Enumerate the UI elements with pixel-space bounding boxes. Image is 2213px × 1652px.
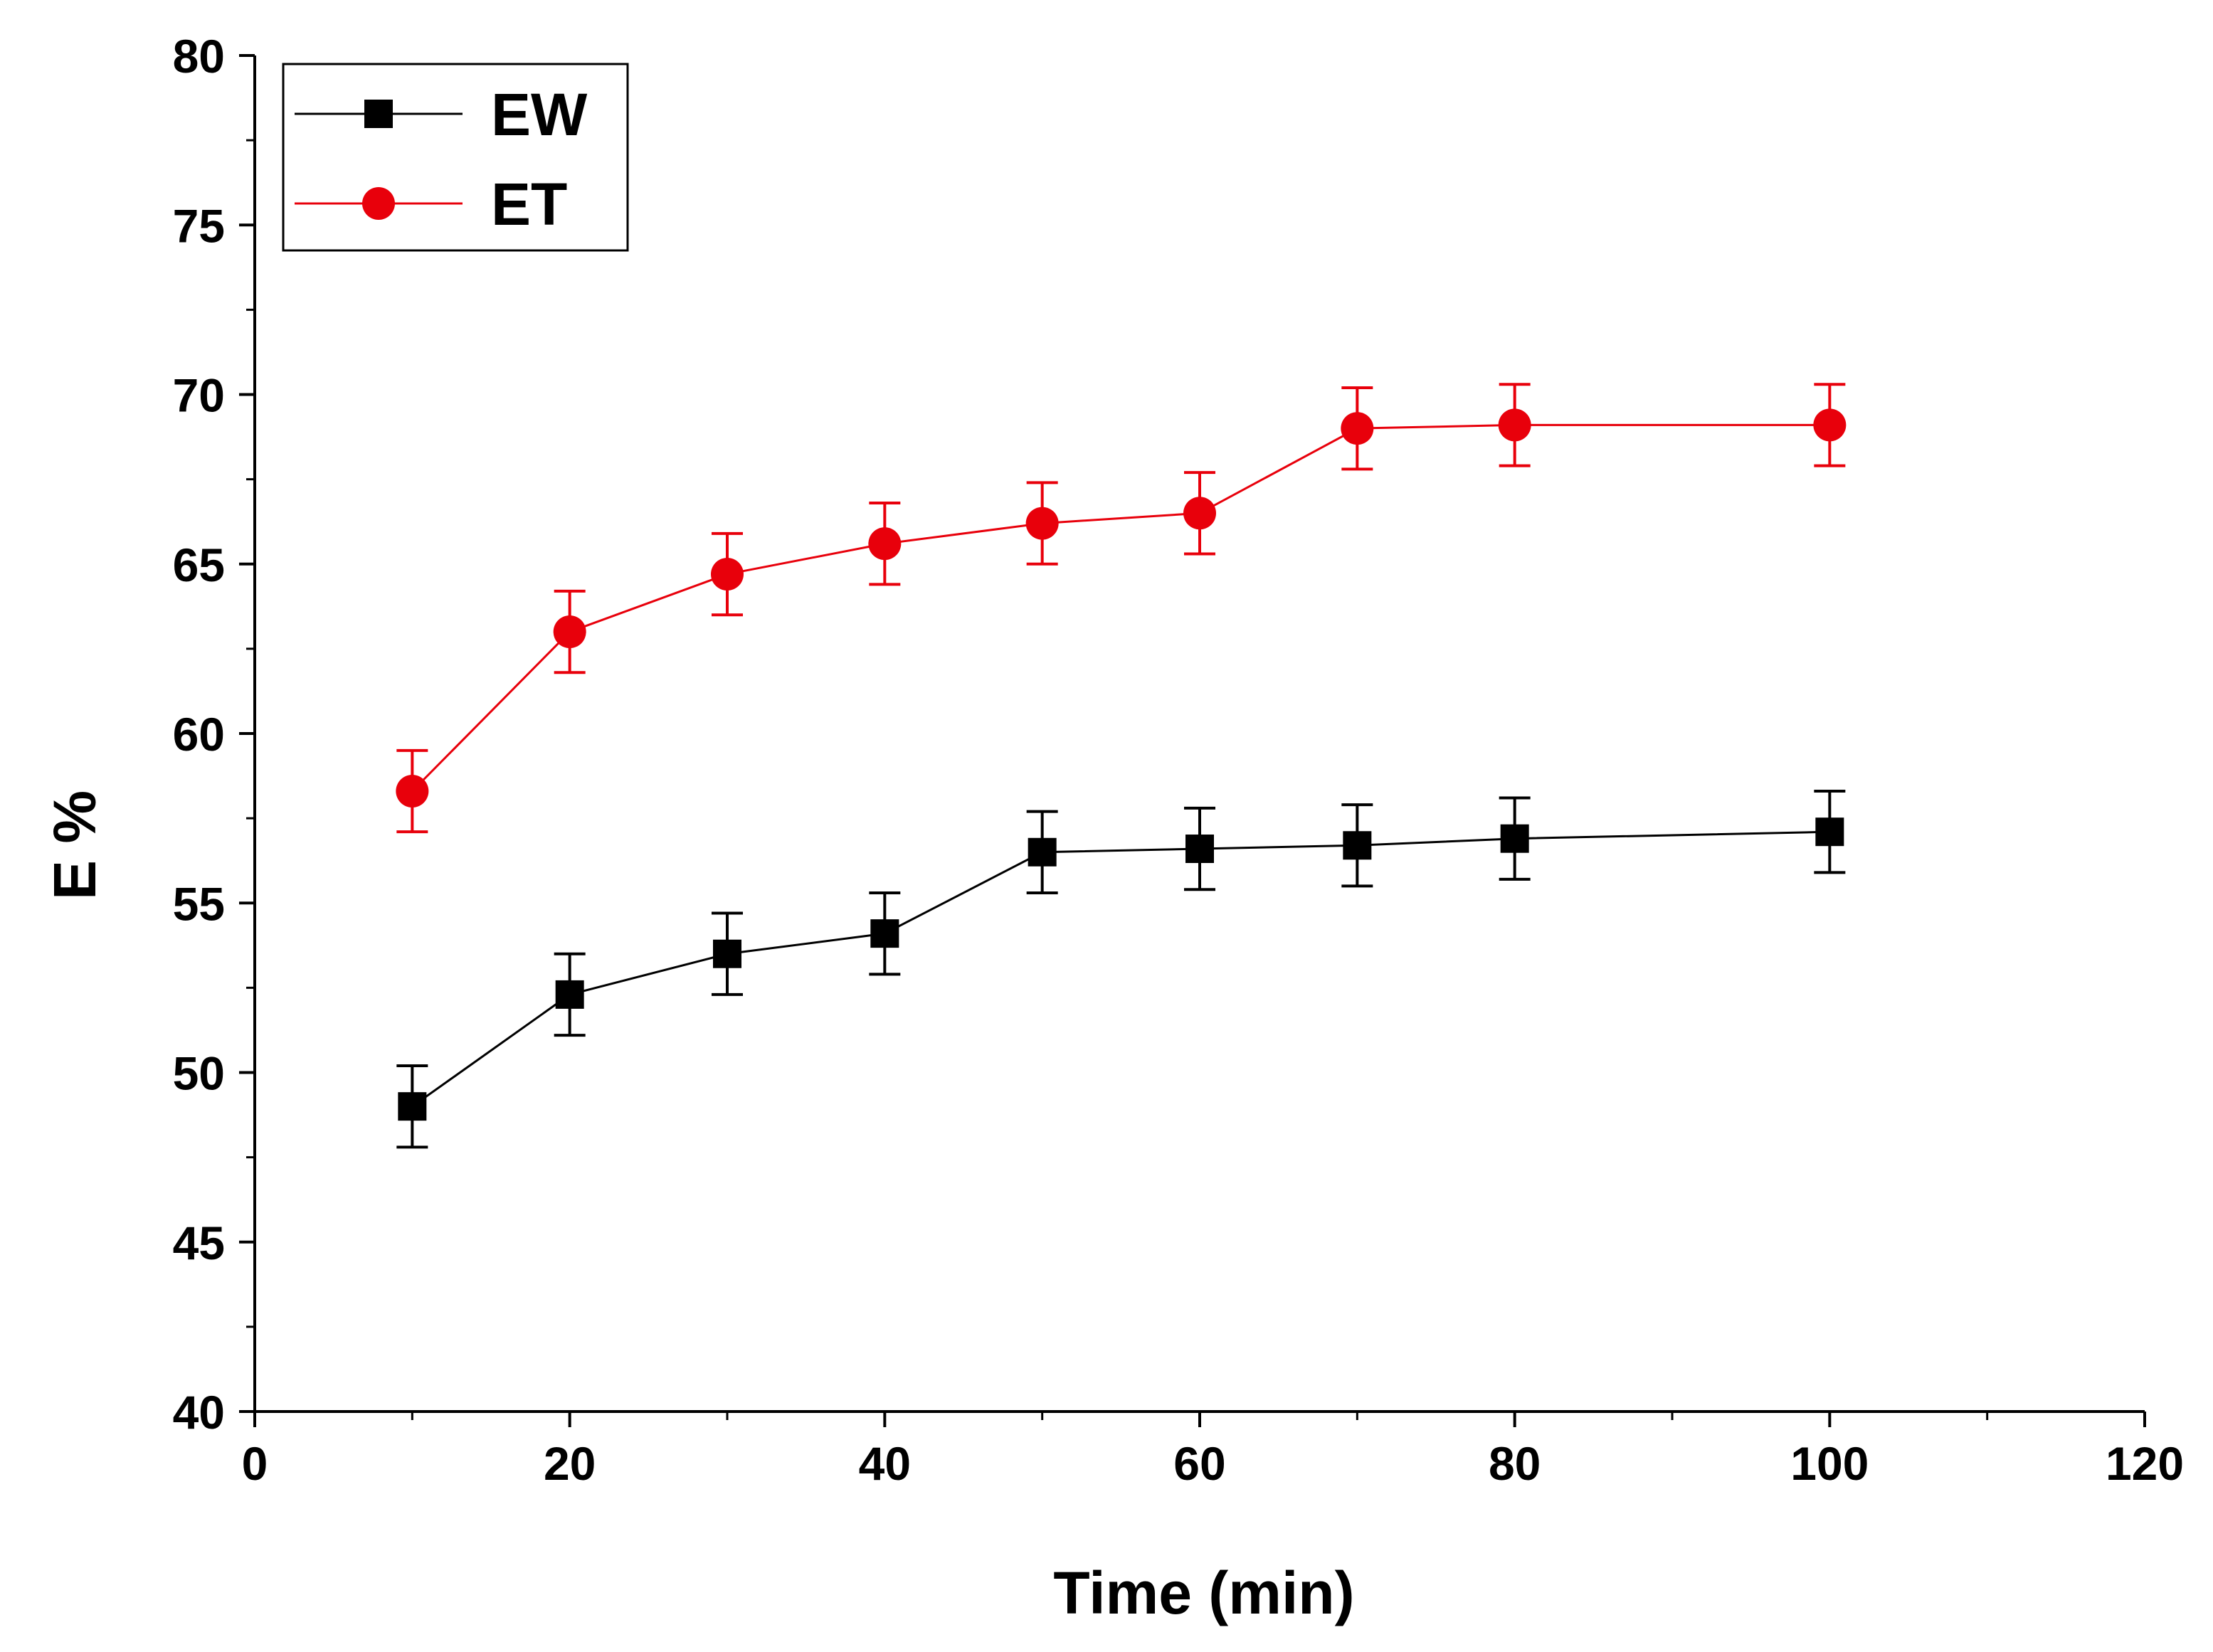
series-et — [396, 383, 1847, 834]
legend-box — [282, 63, 629, 252]
data-point-et — [1025, 507, 1059, 540]
data-point-ew — [713, 939, 741, 968]
legend-marker-ew — [364, 100, 393, 128]
y-tick-label: 80 — [173, 30, 225, 83]
x-axis-title: Time (min) — [1053, 1560, 1354, 1626]
y-tick-label: 75 — [173, 199, 225, 252]
legend-marker-et — [362, 187, 395, 220]
data-point-et — [868, 527, 902, 561]
x-tick-label: 120 — [2106, 1437, 2184, 1490]
x-tick-label: 100 — [1790, 1437, 1869, 1490]
y-tick-label: 70 — [173, 369, 225, 422]
legend: EW ET — [282, 63, 629, 252]
x-tick-label: 80 — [1489, 1437, 1541, 1490]
data-point-et — [553, 615, 586, 649]
legend-label-ew: EW — [491, 81, 588, 148]
x-tick-label: 60 — [1173, 1437, 1225, 1490]
y-axis-title: E % — [41, 790, 108, 900]
series-line-ew — [411, 830, 1830, 1108]
data-point-ew — [1500, 824, 1529, 853]
data-point-ew — [555, 980, 584, 1009]
series-ew — [396, 790, 1846, 1149]
data-point-et — [1183, 497, 1216, 530]
y-tick-label: 40 — [173, 1386, 225, 1439]
data-point-et — [711, 558, 744, 591]
data-point-et — [1813, 408, 1847, 442]
plot-area: 0 20 40 60 80 100 120 40 45 50 55 60 65 70 75 80 EW ET — [173, 30, 2184, 1490]
data-point-ew — [1185, 835, 1214, 864]
y-tick-label: 45 — [173, 1217, 225, 1269]
y-tick-label: 60 — [173, 708, 225, 761]
data-point-et — [1498, 408, 1531, 442]
series-line-et — [411, 423, 1830, 793]
data-point-ew — [1343, 831, 1372, 860]
y-tick-label: 50 — [173, 1047, 225, 1100]
data-point-et — [396, 775, 429, 808]
x-tick-label: 40 — [859, 1437, 911, 1490]
data-point-ew — [398, 1092, 427, 1121]
y-tick-label: 55 — [173, 877, 225, 930]
data-point-ew — [1028, 837, 1057, 867]
data-point-et — [1341, 412, 1374, 445]
legend-label-et: ET — [491, 171, 567, 238]
y-tick-label: 65 — [173, 539, 225, 591]
data-point-ew — [1815, 817, 1844, 847]
data-point-ew — [870, 919, 899, 948]
x-tick-label: 20 — [544, 1437, 596, 1490]
x-tick-label: 0 — [242, 1437, 268, 1490]
